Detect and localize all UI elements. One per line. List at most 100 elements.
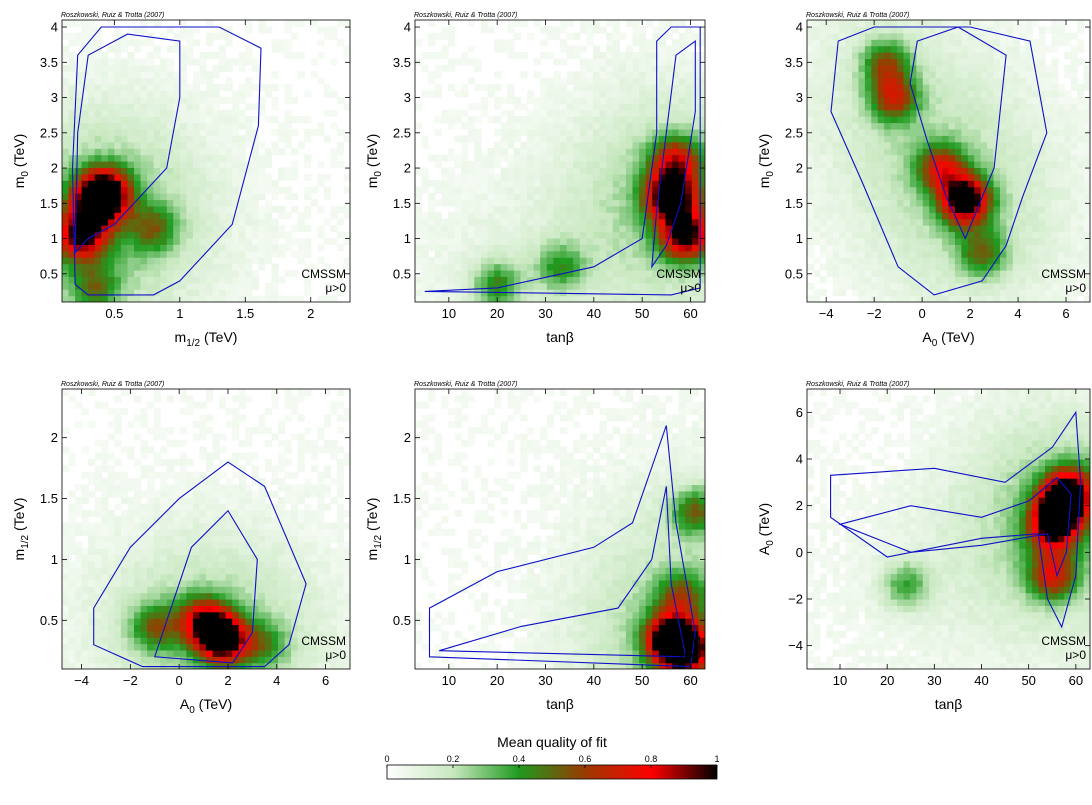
heat-cell (599, 282, 607, 290)
heat-cell (192, 90, 201, 98)
heat-cell (672, 237, 680, 245)
heat-cell (586, 64, 594, 72)
heat-cell (573, 135, 581, 143)
heat-cell (858, 199, 866, 207)
heat-cell (832, 90, 840, 98)
heat-cell (186, 128, 194, 136)
heat-cell (903, 257, 911, 265)
heat-cell (114, 295, 122, 302)
heat-cell (192, 199, 201, 207)
heat-cell (948, 103, 956, 111)
heat-cell (832, 141, 840, 149)
heat-cell (192, 109, 201, 117)
heat-cell (153, 193, 161, 201)
heat-cell (954, 84, 962, 92)
heat-cell (192, 295, 201, 302)
heat-cell (297, 250, 305, 258)
heat-cell (1006, 218, 1014, 226)
heat-cell (461, 289, 469, 297)
heat-cell (1057, 186, 1065, 194)
heat-cell (251, 231, 259, 239)
heat-cell (527, 218, 535, 226)
heat-cell (166, 141, 174, 149)
heat-cell (839, 90, 847, 98)
heat-cell (520, 20, 528, 28)
heat-cell (153, 199, 161, 207)
heat-cell (179, 212, 187, 220)
heat-cell (566, 282, 574, 290)
heat-cell (566, 77, 574, 85)
heat-cell (173, 225, 181, 233)
heat-cell (974, 154, 982, 162)
heat-cell (88, 109, 96, 117)
heat-cell (974, 173, 982, 181)
heat-cell (877, 231, 885, 239)
heat-cell (909, 71, 917, 79)
heat-cell (147, 109, 155, 117)
heat-cell (546, 128, 555, 136)
heat-cell (179, 180, 187, 188)
heat-cell (1051, 282, 1059, 290)
heat-cell (560, 180, 568, 188)
heat-cell (304, 225, 312, 233)
heat-cell (592, 116, 601, 124)
heat-cell (1019, 90, 1027, 98)
heat-cell (1012, 103, 1020, 111)
heat-cell (461, 141, 469, 149)
heat-cell (592, 58, 601, 66)
heat-cell (454, 218, 462, 226)
heat-cell (304, 289, 312, 297)
heat-cell (546, 237, 555, 245)
heat-cell (672, 141, 680, 149)
heat-cell (540, 282, 548, 290)
heat-cell (832, 45, 840, 53)
heat-cell (839, 26, 847, 34)
heat-cell (967, 193, 975, 201)
heat-cell (1025, 84, 1033, 92)
heat-cell (916, 20, 924, 28)
heat-cell (500, 212, 508, 220)
heat-cell (974, 141, 982, 149)
heat-cell (1019, 269, 1027, 277)
heat-cell (1064, 71, 1072, 79)
heat-cell (612, 263, 620, 271)
heat-cell (916, 167, 924, 175)
heat-cell (967, 295, 975, 302)
heat-cell (114, 250, 122, 258)
heat-cell (999, 244, 1007, 252)
heat-cell (961, 84, 969, 92)
heat-cell (487, 148, 495, 156)
heat-cell (1044, 167, 1053, 175)
heat-cell (807, 39, 815, 47)
heat-cell (232, 128, 240, 136)
heat-cell (1064, 32, 1072, 40)
heat-cell (225, 199, 233, 207)
heat-cell (579, 250, 587, 258)
heat-cell (1077, 39, 1085, 47)
heat-cell (173, 237, 181, 245)
heat-cell (1064, 269, 1072, 277)
heat-cell (1032, 161, 1040, 169)
heat-cell (935, 39, 943, 47)
heat-cell (884, 180, 892, 188)
heat-cell (897, 148, 905, 156)
heat-cell (566, 257, 574, 265)
heat-cell (101, 122, 109, 130)
heat-cell (807, 161, 815, 169)
heat-cell (258, 26, 266, 34)
heat-cell (494, 244, 502, 252)
heat-cell (672, 269, 680, 277)
heat-cell (826, 167, 834, 175)
heat-cell (1077, 212, 1085, 220)
heat-cell (212, 161, 220, 169)
heat-cell (858, 250, 866, 258)
heat-cell (62, 237, 70, 245)
heat-cell (832, 225, 840, 233)
heat-cell (845, 77, 853, 85)
heat-cell (916, 263, 924, 271)
heat-cell (441, 225, 449, 233)
heat-cell (232, 135, 240, 143)
heat-cell (1038, 26, 1046, 34)
heat-cell (520, 244, 528, 252)
heat-cell (75, 71, 83, 79)
